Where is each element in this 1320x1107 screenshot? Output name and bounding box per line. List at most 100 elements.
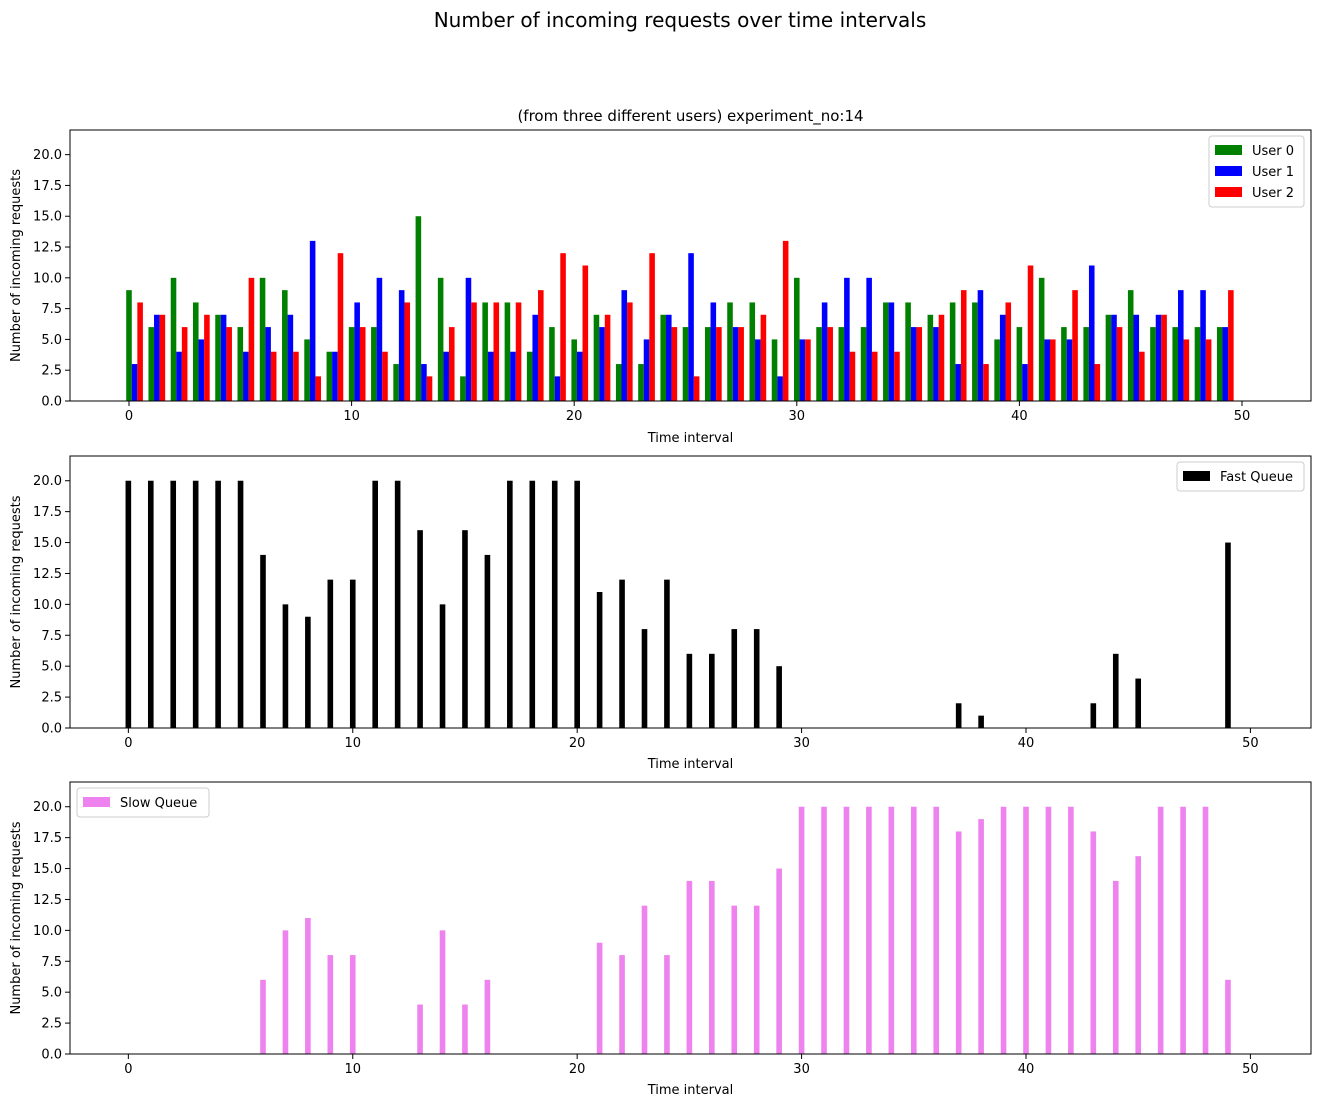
bar [538,290,544,401]
bar [417,1004,423,1054]
bar [827,327,833,401]
x-axis-label: Time interval [647,1083,734,1098]
bar [731,629,738,728]
bar [526,351,533,401]
bar [582,265,589,401]
slow-queue-chart: 0 10 20 30 40 50 0.0 2.5 5.0 7.5 10.0 12.5 15.0 17.5 2… [9,781,1312,1098]
bar [1135,856,1142,1054]
bar [710,302,717,401]
bar [1150,327,1156,401]
bar [270,351,277,401]
bar [1111,314,1117,401]
bar [955,703,962,728]
bar [888,302,895,401]
x-tick-label: 40 [1011,409,1028,424]
bar [727,302,733,401]
y-tick-label: 5.0 [41,986,62,1001]
bar [372,480,379,728]
legend-label: Slow Queue [120,796,197,811]
y-tick-label: 12.5 [33,893,62,908]
bar [1222,327,1229,401]
bar [426,376,433,401]
bar [159,314,166,401]
x-tick-label: 0 [124,736,132,751]
bar [933,806,940,1054]
bar [664,955,670,1054]
bar [1155,314,1162,401]
bar [482,302,488,401]
bar [1228,290,1234,401]
bar [304,339,310,401]
y-axis-label: Number of incoming requests [9,495,24,688]
bar [243,351,249,401]
bar [749,302,756,401]
bar [305,616,311,728]
bar [671,327,678,401]
series-0 [125,480,1231,728]
bar [888,806,895,1054]
bar [348,327,355,401]
bar [1194,327,1201,401]
x-tick-label: 50 [1234,409,1251,424]
legend-swatch [1215,166,1242,176]
bar [404,302,411,401]
legend-label: User 2 [1252,186,1294,201]
bar [170,480,177,728]
bar [916,327,923,401]
y-tick-label: 2.5 [41,691,62,706]
bar [484,554,491,728]
bar [843,806,850,1054]
bar [1050,339,1056,401]
x-tick-label: 20 [569,736,586,751]
y-tick-label: 5.0 [41,660,62,675]
bar [753,629,760,728]
bar [393,364,399,401]
bar [983,364,989,401]
y-tick-label: 17.5 [33,179,62,194]
bar [371,327,377,401]
bar [688,253,694,401]
bar [549,327,555,401]
legend-swatch [1215,187,1242,197]
bar [643,339,650,401]
bar [596,592,603,728]
bar [1157,806,1164,1054]
bar [326,351,333,401]
legend-label: Fast Queue [1220,470,1293,485]
bar [927,314,934,401]
bar [437,277,444,401]
y-tick-label: 2.5 [41,364,62,379]
bar [619,579,625,728]
bar [782,240,789,401]
bar [910,327,917,401]
y-tick-label: 15.0 [33,536,62,551]
x-tick-label: 20 [566,409,583,424]
bar [493,302,500,401]
bar [894,351,900,401]
bar [1027,265,1034,401]
bar [627,302,633,401]
bar [638,364,644,401]
bar [805,339,811,401]
bar [619,955,625,1054]
bar [755,339,761,401]
bar [327,955,334,1054]
axes-title: (from three different users) experiment_… [517,107,863,126]
bar [716,327,722,401]
bar [666,314,672,401]
bar [471,302,477,401]
x-tick-label: 0 [125,409,133,424]
bar [1225,979,1231,1054]
bar [198,339,205,401]
bar [709,653,715,728]
x-tick-label: 50 [1242,736,1259,751]
bar [905,302,911,401]
bar [978,715,984,728]
bar [771,339,778,401]
y-tick-label: 10.0 [33,598,62,613]
bar [1161,314,1167,401]
bar [1112,653,1119,728]
x-tick-label: 10 [344,1062,361,1077]
bar [776,666,782,728]
bar [777,376,783,401]
